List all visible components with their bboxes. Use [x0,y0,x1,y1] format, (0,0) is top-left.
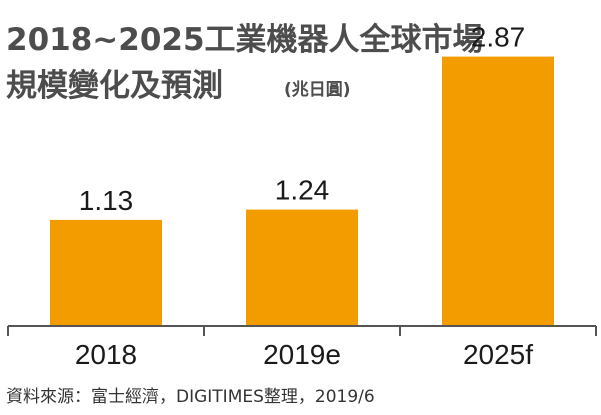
bar-2018 [50,219,162,326]
x-tick-label-2018: 2018 [75,339,137,370]
bar-group [50,56,554,326]
value-label-2019e: 1.24 [275,175,330,206]
chart-title: 2018~2025工業機器人全球市場 [6,22,484,58]
bar-2025f [442,56,554,326]
x-tick-group [7,326,597,336]
x-tick-label-group: 2018 2019e 2025f [75,339,533,370]
source-note: 資料來源：富士經濟，DIGITIMES整理，2019/6 [6,387,375,407]
chart-unit: (兆日圓) [284,80,351,100]
value-label-group: 1.13 1.24 2.87 [79,22,526,216]
value-label-2025f: 2.87 [471,22,526,53]
x-tick-label-2019e: 2019e [263,339,341,370]
x-tick-label-2025f: 2025f [463,339,533,370]
chart-subtitle: 規模變化及預測 [6,68,223,104]
value-label-2018: 1.13 [79,185,134,216]
bar-2019e [246,209,358,326]
